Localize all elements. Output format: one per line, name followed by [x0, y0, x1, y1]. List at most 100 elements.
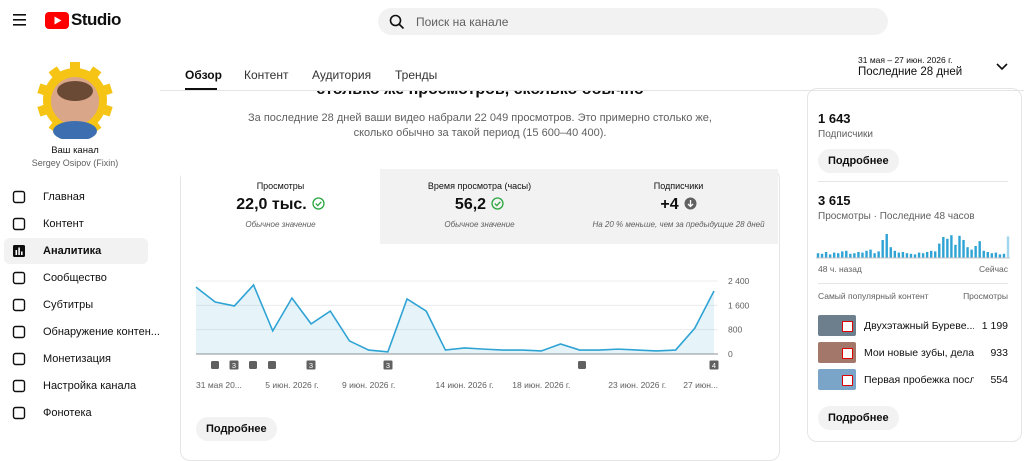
bar	[873, 253, 876, 258]
logo-text[interactable]: Studio	[71, 10, 121, 29]
thumbnail-badge	[842, 375, 853, 386]
line	[195, 283, 715, 353]
nav-label[interactable]: Субтитры	[43, 299, 94, 311]
nav-item[interactable]: Субтитры	[4, 292, 148, 318]
tab[interactable]: Обзор	[185, 68, 222, 82]
dropdown-icon[interactable]	[996, 63, 1008, 71]
bar	[905, 253, 909, 258]
search-placeholder: Поиск на канале	[416, 15, 509, 29]
nav-item[interactable]: Сообщество	[4, 265, 148, 291]
nav-label[interactable]: Аналитика	[43, 245, 102, 257]
views-chart: 0 800 1 600 2 400 31 мая 20... 5 июн. 2026 г.…	[195, 276, 750, 390]
x-tick-label: 18 июн. 2026 г.	[512, 380, 570, 390]
date-period[interactable]: Последние 28 дней	[858, 66, 963, 78]
bar	[824, 252, 828, 258]
y-tick-label: 800	[728, 325, 742, 335]
bar	[1002, 253, 1006, 258]
x-tick-label: 27 июн...	[683, 380, 718, 390]
bar	[841, 251, 844, 258]
publish-badge	[229, 360, 239, 370]
nav-label[interactable]: Сообщество	[43, 272, 107, 284]
publish-icon	[211, 361, 219, 369]
bar	[954, 244, 957, 258]
search-box[interactable]: Поиск на канале	[378, 8, 888, 35]
bar	[909, 253, 913, 258]
nav-icon	[12, 406, 26, 420]
nav-label[interactable]: Обнаружение контен...	[43, 326, 160, 338]
nav-item[interactable]: Фонотека	[4, 400, 148, 426]
x-tick-label: 31 мая 20...	[196, 380, 242, 390]
metric-note: Обычное значение	[245, 220, 316, 229]
video-title[interactable]: Двухэтажный Буреве...	[864, 320, 974, 332]
side-card	[807, 88, 1022, 442]
bar	[978, 241, 981, 258]
bar	[950, 235, 953, 258]
nav-label[interactable]: Контент	[43, 218, 84, 230]
publish-icon	[268, 361, 276, 369]
nav-item[interactable]: Главная	[4, 184, 148, 210]
bar	[893, 250, 897, 258]
bar	[962, 240, 965, 258]
bar	[958, 235, 961, 258]
metric-label: Подписчики	[653, 181, 704, 191]
nav-item[interactable]: Контент	[4, 211, 148, 237]
logo-icon[interactable]	[45, 12, 69, 29]
metric-tab[interactable]: Просмотры 22,0 тыс. Обычное значение	[181, 169, 380, 244]
nav-item[interactable]: Настройка канала	[4, 373, 148, 399]
video-title[interactable]: Первая пробежка посл...	[864, 374, 974, 386]
summary-heading: столько же просмотров, сколько обычно	[160, 90, 800, 99]
realtime-label: Просмотры · Последние 48 часов	[818, 211, 975, 222]
bar	[885, 234, 888, 258]
metric-tab[interactable]: Подписчики +4 На 20 % меньше, чем за преды…	[579, 169, 778, 244]
metric-tab[interactable]: Время просмотра (часы) 56,2 Обычное значен…	[380, 169, 579, 244]
x-tick-label: 23 июн. 2026 г.	[608, 380, 666, 390]
top-content-title: Самый популярный контент	[818, 291, 929, 301]
bar	[869, 249, 872, 258]
nav-item[interactable]: Обнаружение контен...	[4, 319, 160, 345]
date-range[interactable]: 31 мая – 27 июн. 2026 г.	[858, 55, 953, 65]
divider	[160, 90, 1024, 91]
top-content-column: Просмотры	[963, 291, 1008, 301]
bar	[934, 251, 937, 258]
thumbnail[interactable]	[818, 315, 856, 336]
thumbnail[interactable]	[818, 342, 856, 363]
details-button[interactable]: Подробнее	[818, 406, 899, 430]
bar	[986, 252, 989, 258]
nav-label[interactable]: Настройка канала	[43, 380, 137, 392]
bar	[897, 252, 901, 258]
nav-item[interactable]: Монетизация	[4, 346, 148, 372]
tab[interactable]: Контент	[244, 68, 289, 82]
tab[interactable]: Тренды	[395, 68, 438, 82]
publish-icon	[249, 361, 257, 369]
nav-label[interactable]: Монетизация	[43, 353, 111, 365]
subscribers-label: Подписчики	[818, 129, 874, 140]
menu-icon[interactable]	[13, 14, 27, 26]
bar	[998, 254, 1002, 258]
thumbnail[interactable]	[818, 369, 856, 390]
summary-line: сколько обычно за такой период (15 600–4…	[353, 127, 607, 139]
metric-note: Обычное значение	[444, 220, 515, 229]
publish-badge	[383, 360, 393, 370]
avatar[interactable]	[36, 61, 114, 139]
y-tick-label: 0	[728, 349, 733, 359]
bar	[938, 243, 941, 258]
bar	[889, 247, 892, 258]
details-button[interactable]: Подробнее	[196, 417, 277, 441]
nav-item[interactable]: Аналитика	[4, 238, 148, 264]
nav-icon	[12, 271, 26, 285]
publish-badge-count: 3	[309, 361, 313, 370]
metric-label: Просмотры	[256, 181, 305, 191]
x-tick-label: 5 июн. 2026 г.	[265, 380, 318, 390]
nav-label[interactable]: Фонотека	[43, 407, 92, 419]
details-button[interactable]: Подробнее	[818, 149, 899, 173]
tab-underline	[185, 88, 217, 90]
tab[interactable]: Аудитория	[312, 68, 372, 82]
publish-badge-count: 3	[386, 361, 390, 370]
bar	[921, 253, 925, 258]
subscribers-value: 1 643	[818, 111, 851, 126]
metric-value-text: 56,2	[454, 196, 487, 213]
summary-line: За последние 28 дней ваши видео набрали …	[248, 112, 712, 124]
video-title[interactable]: Мои новые зубы, делал...	[864, 347, 974, 359]
nav-label[interactable]: Главная	[43, 191, 85, 203]
metric-status-icon	[491, 197, 504, 210]
